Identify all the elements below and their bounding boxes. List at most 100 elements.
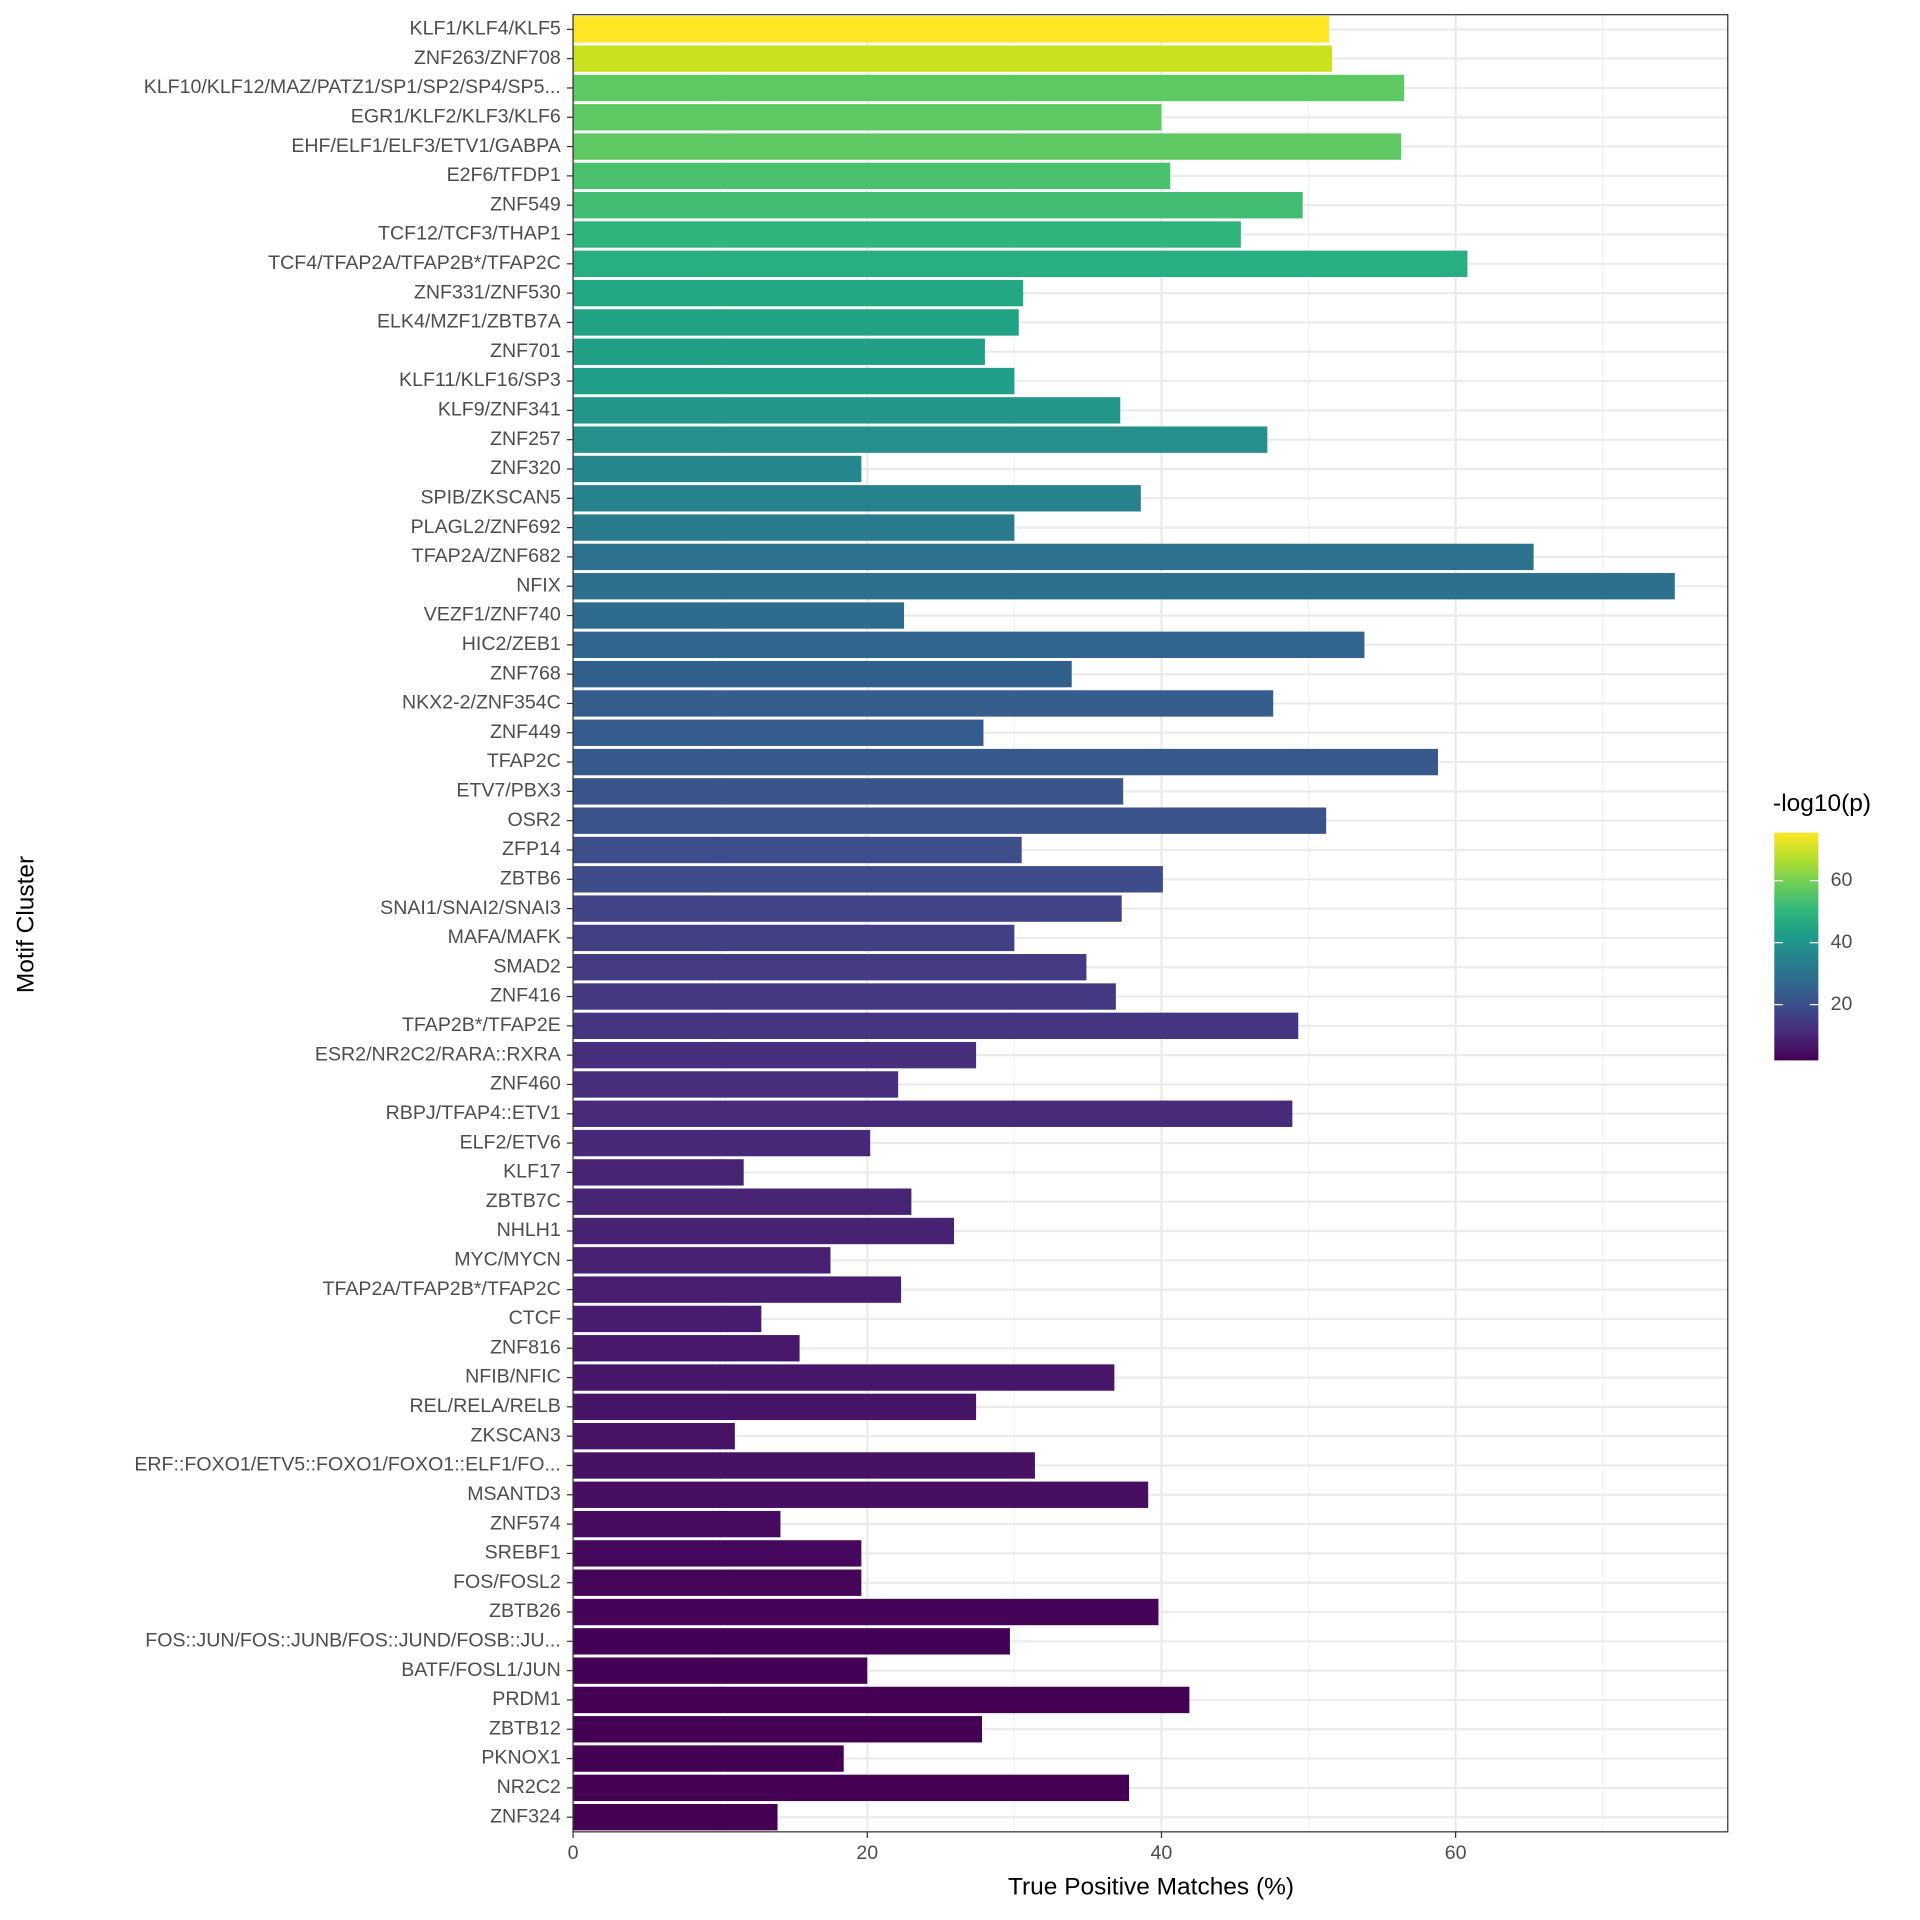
y-tick-label: ZFP14	[502, 838, 561, 860]
colorbar-tick-label: 60	[1831, 869, 1853, 891]
y-tick-label: NKX2-2/ZNF354C	[402, 692, 561, 714]
y-tick-label: MAFA/MAFK	[448, 926, 561, 948]
colorbar-tick-label: 40	[1831, 931, 1853, 953]
bar	[573, 133, 1402, 160]
x-axis-title: True Positive Matches (%)	[1008, 1874, 1294, 1901]
y-tick-label: ZBTB26	[489, 1600, 561, 1622]
bar	[573, 1159, 744, 1186]
y-tick-label: ESR2/NR2C2/RARA::RXRA	[315, 1043, 562, 1065]
x-tick-label: 40	[1151, 1842, 1173, 1864]
bar	[573, 1393, 977, 1421]
y-tick-label: ERF::FOXO1/ETV5::FOXO1/FOXO1::ELF1/FO...	[134, 1454, 560, 1476]
bar	[573, 250, 1468, 278]
y-tick-label: EGR1/KLF2/KLF3/KLF6	[351, 105, 561, 127]
bar	[573, 1129, 871, 1157]
y-tick-label: PKNOX1	[481, 1747, 560, 1769]
y-tick-label: RBPJ/TFAP4::ETV1	[386, 1102, 561, 1124]
bar	[573, 1481, 1149, 1508]
y-tick-label: MYC/MYCN	[454, 1248, 561, 1270]
y-tick-label: PRDM1	[492, 1688, 561, 1710]
bar	[573, 719, 984, 746]
y-tick-label: ZBTB7C	[486, 1190, 561, 1212]
y-tick-label: ZNF324	[490, 1805, 561, 1827]
y-tick-label: ELF2/ETV6	[460, 1131, 561, 1153]
colorbar	[1774, 832, 1819, 1061]
bar	[573, 1422, 735, 1450]
bar	[573, 16, 1330, 43]
bar	[573, 45, 1333, 72]
y-tick-label: KLF9/ZNF341	[438, 399, 561, 421]
bar	[573, 1188, 912, 1215]
bar	[573, 866, 1163, 893]
y-tick-label: ZNF549	[490, 193, 561, 215]
bar	[573, 1540, 862, 1567]
y-tick-label: ZBTB6	[500, 867, 561, 889]
bar	[573, 279, 1024, 307]
y-tick-label: TFAP2A/TFAP2B*/TFAP2C	[323, 1278, 561, 1300]
y-tick-label: NR2C2	[497, 1776, 561, 1798]
bar	[573, 954, 1087, 981]
y-tick-label: PLAGL2/ZNF692	[411, 516, 561, 538]
bar	[573, 1276, 902, 1303]
y-tick-label: ZNF416	[490, 985, 561, 1007]
y-tick-label: TCF12/TCF3/THAP1	[378, 223, 561, 245]
y-tick-label: CTCF	[509, 1307, 561, 1329]
bar	[573, 1510, 781, 1538]
y-tick-label: SNAI1/SNAI2/SNAI3	[380, 897, 561, 919]
y-tick-label: ETV7/PBX3	[456, 780, 561, 802]
y-tick-label: ZNF449	[490, 721, 561, 743]
bar	[573, 748, 1438, 776]
bar	[573, 1803, 778, 1831]
x-tick-label: 0	[568, 1842, 579, 1864]
y-tick-label: FOS/FOSL2	[453, 1571, 561, 1593]
y-tick-label: KLF11/KLF16/SP3	[399, 369, 561, 391]
bar	[573, 104, 1162, 131]
bar	[573, 367, 1015, 395]
bar	[573, 543, 1534, 571]
plot-border	[572, 14, 1729, 1833]
bar	[573, 1217, 955, 1245]
bar	[573, 631, 1365, 659]
bar	[573, 514, 1015, 541]
y-tick-label: NHLH1	[497, 1219, 561, 1241]
y-tick-label: SMAD2	[493, 955, 560, 977]
y-tick-label: TCF4/TFAP2A/TFAP2B*/TFAP2C	[268, 252, 561, 274]
y-tick-label: ZNF574	[490, 1512, 561, 1534]
bar	[573, 983, 1116, 1010]
bar	[573, 426, 1268, 453]
y-tick-label: KLF10/KLF12/MAZ/PATZ1/SP1/SP2/SP4/SP5...	[144, 76, 561, 98]
y-tick-label: MSANTD3	[467, 1483, 561, 1505]
bar	[573, 162, 1171, 190]
y-tick-label: TFAP2B*/TFAP2E	[402, 1014, 561, 1036]
bar	[573, 807, 1327, 834]
bar	[573, 1745, 844, 1772]
y-tick-label: ZNF768	[490, 662, 561, 684]
x-tick-label: 20	[856, 1842, 878, 1864]
colorbar-tick-label: 20	[1831, 993, 1853, 1015]
y-tick-label: ZNF331/ZNF530	[414, 281, 561, 303]
legend-title: -log10(p)	[1773, 790, 1871, 817]
y-tick-label: ZNF816	[490, 1336, 561, 1358]
bar	[573, 338, 985, 365]
y-tick-label: ZNF320	[490, 457, 561, 479]
bar	[573, 602, 905, 629]
bar	[573, 1364, 1115, 1391]
bar	[573, 1628, 1010, 1655]
bar	[573, 1686, 1190, 1714]
bar	[573, 1100, 1293, 1127]
y-tick-label: ZNF257	[490, 428, 561, 450]
bar	[573, 485, 1141, 512]
x-tick-label: 60	[1445, 1842, 1467, 1864]
y-tick-label: REL/RELA/RELB	[410, 1395, 561, 1417]
bar	[573, 690, 1274, 717]
bar	[573, 778, 1124, 805]
y-tick-label: KLF1/KLF4/KLF5	[410, 18, 561, 40]
y-tick-label: FOS::JUN/FOS::JUNB/FOS::JUND/FOSB::JU...	[145, 1630, 561, 1652]
y-tick-label: ELK4/MZF1/ZBTB7A	[377, 311, 562, 333]
y-tick-label: TFAP2C	[487, 750, 561, 772]
y-tick-label: NFIX	[516, 574, 561, 596]
bar	[573, 1041, 977, 1069]
bar	[573, 309, 1019, 336]
y-tick-label: OSR2	[507, 809, 560, 831]
